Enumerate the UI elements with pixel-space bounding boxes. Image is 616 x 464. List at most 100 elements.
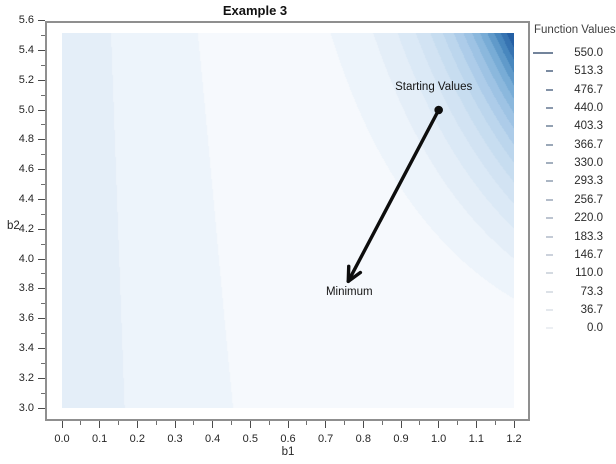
x-minor-tick [457, 421, 458, 425]
legend-value: 403.3 [574, 120, 603, 133]
x-major-tick [287, 421, 289, 428]
legend-value: 110.0 [575, 267, 603, 280]
legend-swatch [531, 272, 553, 275]
x-minor-tick [381, 421, 383, 425]
legend-value: 366.7 [574, 138, 603, 151]
x-tick-label: 0.2 [129, 433, 145, 445]
legend-swatch [531, 88, 553, 91]
x-major-tick [513, 421, 515, 428]
legend-item: 220.0 [531, 209, 603, 227]
x-minor-tick [155, 421, 157, 425]
x-tick-label: 0.0 [54, 433, 70, 445]
y-tick-label: 3.2 [18, 371, 34, 384]
contour-line-swatch-icon [546, 162, 553, 165]
legend-swatch [531, 162, 553, 165]
legend-value: 330.0 [574, 157, 603, 170]
x-major-tick [438, 421, 440, 428]
y-major-tick [38, 109, 45, 111]
y-major-tick [38, 49, 45, 51]
legend-item: 110.0 [531, 264, 603, 282]
x-tick-label: 0.5 [242, 433, 258, 445]
y-minor-tick [41, 392, 45, 394]
x-tick-label: 0.4 [205, 433, 221, 445]
legend-item: 550.0 [531, 44, 603, 62]
x-tick-label: 0.3 [167, 433, 183, 445]
x-tick-label: 1.0 [431, 433, 447, 445]
legend-value: 0.0 [587, 322, 603, 335]
legend-value: 513.3 [574, 65, 603, 78]
legend-swatch [531, 107, 553, 110]
legend-value: 73.3 [580, 285, 603, 298]
y-minor-tick [41, 333, 45, 334]
legend-item: 403.3 [531, 117, 603, 135]
y-major-tick [38, 79, 45, 81]
y-minor-tick [41, 184, 45, 185]
y-major-tick [38, 198, 45, 200]
x-minor-tick [306, 421, 308, 425]
x-major-tick [362, 421, 364, 428]
legend-title: Function Values [534, 24, 616, 36]
legend-swatch [531, 308, 553, 311]
y-tick-label: 5.4 [18, 43, 34, 56]
y-minor-tick [41, 243, 45, 245]
x-tick-label: 0.9 [393, 433, 409, 445]
y-tick-label: 4.0 [18, 252, 34, 265]
x-tick-label: 1.1 [468, 433, 484, 445]
y-tick-label: 4.8 [18, 133, 34, 146]
y-minor-tick [41, 94, 45, 96]
x-minor-tick [268, 421, 270, 425]
legend-value: 476.7 [574, 83, 603, 96]
contour-line-swatch-icon [546, 253, 553, 256]
legend-value: 36.7 [580, 303, 603, 316]
y-major-tick [38, 288, 45, 290]
contour-line-swatch-icon [546, 180, 553, 183]
x-major-tick [400, 421, 402, 428]
y-major-tick [38, 318, 45, 320]
legend-swatch [531, 327, 553, 330]
legend-item: 513.3 [531, 62, 603, 80]
contour-line-swatch-icon [546, 327, 553, 330]
y-minor-tick [41, 303, 45, 305]
legend-swatch [531, 143, 553, 146]
legend-value: 550.0 [574, 47, 603, 59]
x-major-tick [475, 421, 477, 428]
starting-values-label: Starting Values [395, 81, 473, 93]
x-major-tick [249, 421, 251, 428]
legend-value: 146.7 [574, 248, 603, 261]
y-major-tick [38, 258, 45, 260]
y-major-tick [38, 169, 45, 171]
y-major-tick [38, 228, 45, 230]
contour-line-swatch-icon [546, 198, 553, 201]
chart-title: Example 3 [222, 3, 288, 18]
y-major-tick [38, 20, 45, 22]
contour-line-swatch-icon [546, 290, 553, 293]
y-tick-label: 4.6 [18, 163, 34, 176]
contour-line-swatch-icon [546, 88, 553, 91]
x-major-tick [99, 421, 101, 428]
legend-item: 73.3 [531, 283, 603, 301]
legend-value: 256.7 [574, 193, 603, 206]
contour-line-swatch-icon [546, 125, 553, 128]
y-tick-label: 5.6 [18, 14, 34, 27]
y-tick-label: 5.2 [18, 73, 34, 86]
x-minor-tick [118, 421, 119, 425]
legend-swatch [531, 253, 553, 256]
contour-line-swatch-icon [546, 235, 553, 238]
x-major-tick [61, 421, 63, 428]
x-minor-tick [344, 421, 345, 425]
legend-value: 220.0 [574, 212, 603, 225]
legend-swatch [531, 217, 553, 220]
y-major-tick [38, 377, 45, 379]
x-major-tick [212, 421, 214, 428]
legend-item: 293.3 [531, 172, 603, 190]
x-minor-tick [80, 421, 82, 425]
y-minor-tick [41, 154, 45, 156]
legend-swatch [531, 290, 553, 293]
y-tick-label: 5.0 [18, 103, 34, 116]
x-minor-tick [231, 421, 232, 425]
contour-line-swatch-icon [546, 70, 553, 73]
x-major-tick [136, 421, 138, 428]
contour-line-swatch-icon [546, 107, 553, 110]
y-minor-tick [41, 35, 45, 36]
